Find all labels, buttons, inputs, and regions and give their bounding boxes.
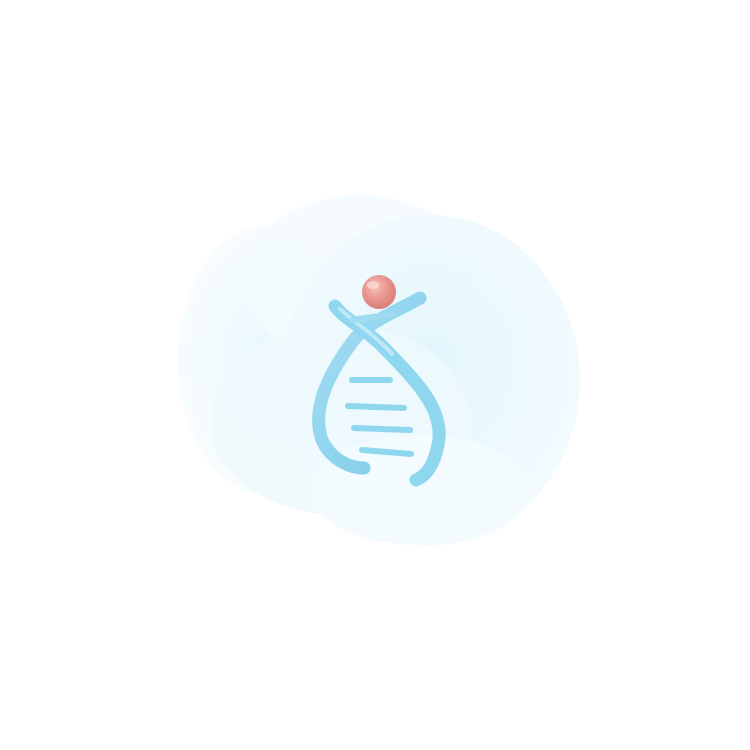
- dna-rung: [349, 311, 395, 323]
- molecule-ball-icon: [362, 275, 396, 309]
- background-blob: [178, 195, 580, 545]
- dna-rungs: [345, 377, 414, 457]
- dna-helix-icon: [312, 291, 446, 487]
